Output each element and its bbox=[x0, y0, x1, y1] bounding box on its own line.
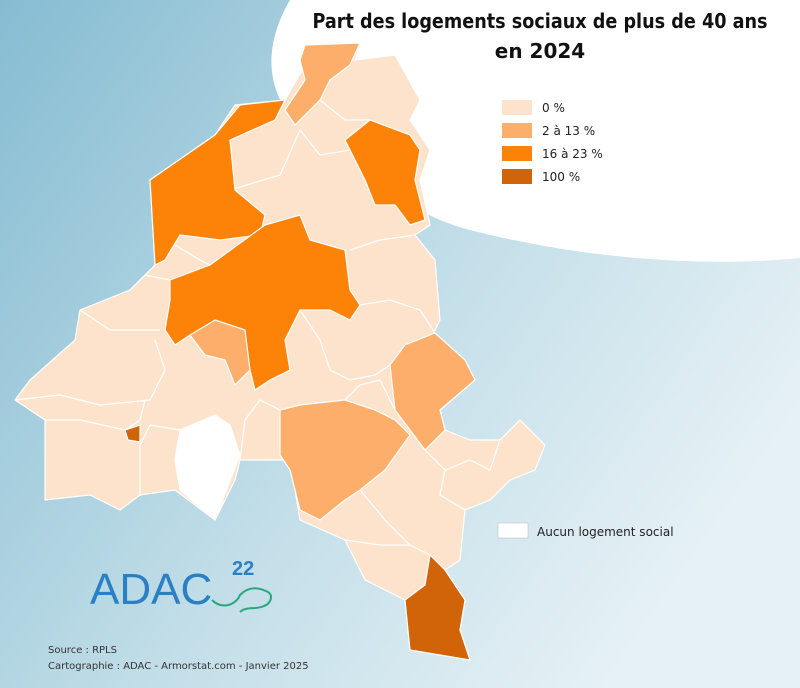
logo-shape bbox=[211, 587, 272, 613]
footer-line: Source : RPLS bbox=[48, 645, 117, 656]
legend-swatch bbox=[502, 169, 532, 184]
commune-border bbox=[359, 489, 431, 556]
commune-border bbox=[359, 299, 436, 334]
commune-border bbox=[14, 339, 166, 406]
footer-line: Cartographie : ADAC - Armorstat.com - Ja… bbox=[48, 661, 309, 672]
logo-text: ADAC bbox=[90, 565, 212, 614]
commune-border bbox=[129, 274, 171, 291]
commune-border bbox=[424, 439, 501, 471]
commune-border bbox=[79, 309, 160, 331]
commune-border bbox=[344, 539, 410, 546]
commune-border bbox=[344, 379, 396, 411]
commune-border bbox=[139, 424, 181, 495]
commune bbox=[284, 42, 361, 126]
commune-border bbox=[439, 469, 466, 511]
commune bbox=[149, 99, 286, 266]
map bbox=[14, 42, 546, 661]
legend-swatch bbox=[497, 522, 529, 539]
commune-border bbox=[229, 128, 351, 191]
commune bbox=[389, 332, 476, 451]
commune bbox=[189, 319, 251, 386]
legend: 0 % 2 à 13 % 16 à 23 % 100 % bbox=[502, 100, 603, 184]
legend-swatch bbox=[502, 100, 532, 115]
commune bbox=[404, 554, 471, 661]
logo-sup: 22 bbox=[232, 558, 254, 580]
legend-label: 16 à 23 % bbox=[542, 147, 603, 161]
legend-label: Aucun logement social bbox=[537, 525, 674, 539]
commune-border bbox=[319, 99, 370, 121]
legend-label: 2 à 13 % bbox=[542, 124, 595, 138]
commune bbox=[124, 424, 141, 443]
commune bbox=[279, 399, 411, 521]
commune-border bbox=[349, 234, 416, 251]
commune-border bbox=[239, 399, 281, 461]
legend-label: 100 % bbox=[542, 170, 580, 184]
commune-border bbox=[299, 309, 391, 381]
commune bbox=[344, 119, 426, 226]
legend-swatch bbox=[502, 146, 532, 161]
legend-swatch bbox=[502, 123, 532, 138]
title-line: Part des logements sociaux de plus de 40… bbox=[313, 9, 768, 33]
legend-label: 0 % bbox=[542, 101, 565, 115]
title-line: en 2024 bbox=[495, 39, 585, 63]
commune bbox=[174, 414, 241, 521]
